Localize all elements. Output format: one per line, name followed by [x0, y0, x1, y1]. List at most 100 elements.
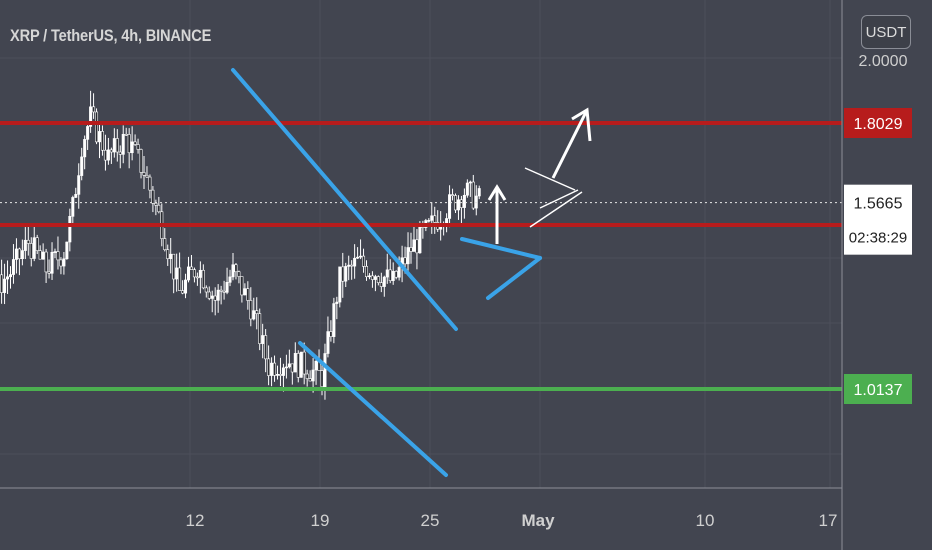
candle-body	[299, 351, 303, 378]
currency-button[interactable]: USDT	[861, 15, 911, 49]
candle-body	[394, 271, 398, 278]
time-tick-label: 25	[421, 511, 440, 530]
wedge-base-line	[529, 191, 583, 228]
candle-body	[41, 251, 45, 260]
breakout-arrow-head	[487, 184, 507, 201]
candle-body	[323, 353, 327, 388]
candle-body	[118, 151, 122, 155]
candle-body	[412, 239, 416, 252]
candle-body	[77, 175, 81, 195]
candle-body	[296, 353, 300, 378]
candle-body	[430, 215, 434, 221]
candle-body	[92, 106, 96, 113]
candle-body	[71, 197, 75, 217]
candle-body	[338, 266, 342, 303]
candle-body	[106, 149, 110, 161]
candle-body	[382, 276, 386, 287]
candle-body	[311, 369, 315, 382]
time-tick-label: May	[521, 511, 555, 530]
candle-body	[465, 182, 469, 196]
last-price-label: 1.5665	[854, 196, 903, 213]
candle-body	[3, 278, 7, 293]
candle-body	[459, 199, 463, 208]
candle-body	[255, 310, 259, 314]
candle-body	[278, 374, 282, 376]
candle-body	[23, 239, 27, 251]
candle-body	[409, 247, 413, 252]
candle-body	[145, 174, 149, 178]
candle-body	[35, 237, 39, 251]
candle-body	[11, 259, 15, 275]
candle-body	[448, 194, 452, 219]
level-label-bg-resistance	[844, 108, 912, 138]
candle-body	[305, 373, 309, 379]
candle-body	[456, 199, 460, 211]
candle-body	[222, 290, 226, 293]
candle-body	[364, 266, 368, 277]
candle-body	[373, 276, 377, 280]
candle-body	[0, 274, 4, 293]
target-arrow-shaft	[551, 111, 588, 179]
time-tick-label: 10	[696, 511, 715, 530]
candle-body	[89, 106, 93, 127]
candle-body	[391, 271, 395, 281]
candle-body	[47, 271, 51, 274]
candle-body	[20, 250, 24, 260]
candle-body	[38, 250, 42, 260]
candle-body	[139, 149, 143, 173]
candle-body	[379, 282, 383, 287]
target-arrow-head	[571, 107, 592, 142]
candle-body	[344, 266, 348, 282]
candle-body	[172, 253, 176, 280]
candle-body	[9, 274, 13, 278]
candle-body	[397, 267, 401, 278]
candle-body	[127, 134, 131, 154]
candle-body	[210, 295, 214, 299]
symbol-title: XRP / TetherUS, 4h, BINANCE	[10, 26, 212, 45]
candle-body	[154, 202, 158, 206]
candle-body	[406, 247, 410, 265]
descending-support-trendline	[298, 341, 448, 477]
candle-body	[474, 195, 478, 209]
candle-body	[124, 133, 128, 136]
candle-body	[65, 241, 69, 260]
candle-body	[362, 255, 366, 267]
candle-body	[252, 310, 256, 320]
candle-body	[385, 269, 389, 278]
candle-body	[44, 251, 48, 273]
candle-body	[163, 238, 167, 251]
candle-body	[29, 243, 33, 259]
countdown-label: 02:38:29	[849, 230, 907, 247]
candle-body	[204, 287, 208, 293]
candle-body	[308, 378, 312, 382]
candle-body	[231, 264, 235, 278]
candle-body	[68, 216, 72, 243]
candle-body	[98, 131, 102, 143]
candle-body	[234, 264, 238, 273]
candle-body	[26, 239, 30, 244]
candle-body	[192, 269, 196, 278]
price-tick-label: 2.0000	[859, 53, 908, 70]
candle-body	[258, 313, 262, 344]
candle-body	[142, 172, 146, 176]
candle-body	[6, 276, 10, 280]
candle-body	[243, 288, 247, 296]
level-label-bg-support-green	[844, 374, 912, 404]
candle-body	[332, 303, 336, 337]
candle-body	[219, 289, 223, 292]
horizontal-levels	[0, 121, 842, 391]
candle-body	[86, 126, 90, 140]
candle-body	[216, 289, 220, 301]
candle-body	[326, 331, 330, 354]
candle-body	[166, 249, 170, 259]
candle-body	[347, 264, 351, 267]
candle-body	[115, 138, 119, 153]
candle-body	[287, 363, 291, 368]
candle-body	[189, 266, 193, 270]
candle-body	[273, 362, 277, 376]
candle-body	[50, 251, 54, 274]
candle-body	[275, 374, 279, 376]
